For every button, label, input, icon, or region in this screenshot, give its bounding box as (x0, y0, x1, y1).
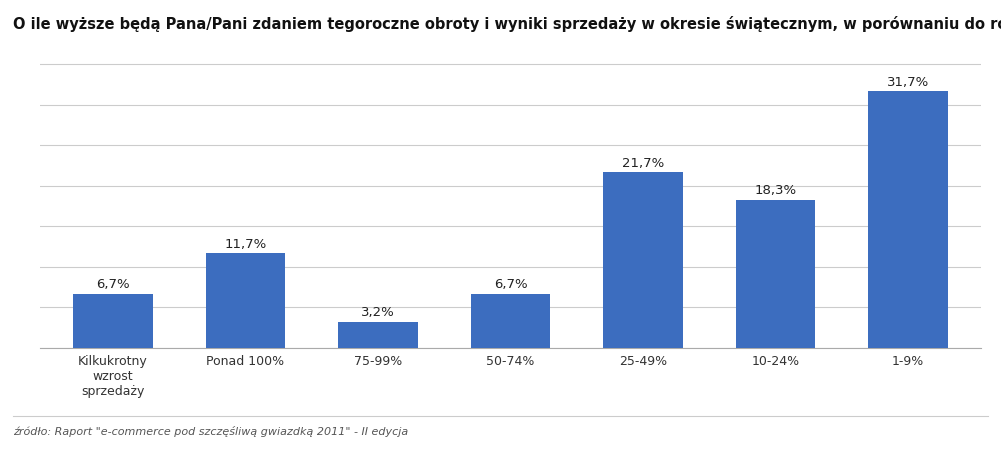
Bar (338, 322, 417, 348)
Text: 11,7%: 11,7% (224, 238, 266, 251)
Text: 18,3%: 18,3% (755, 184, 797, 197)
Text: źródło: Raport "e-commerce pod szczęśliwą gwiazdką 2011" - II edycja: źródło: Raport "e-commerce pod szczęśliw… (13, 426, 408, 437)
Bar (205, 253, 285, 348)
Bar (73, 294, 153, 348)
Text: 3,2%: 3,2% (361, 306, 394, 320)
Bar (604, 172, 683, 348)
Text: O ile wyższe będą Pana/Pani zdaniem tegoroczne obroty i wyniki sprzedaży w okres: O ile wyższe będą Pana/Pani zdaniem tego… (13, 16, 1001, 32)
Text: 6,7%: 6,7% (493, 278, 528, 291)
Bar (470, 294, 551, 348)
Text: 21,7%: 21,7% (622, 157, 664, 170)
Text: 31,7%: 31,7% (887, 76, 929, 89)
Bar (868, 91, 948, 348)
Bar (736, 200, 816, 348)
Text: 6,7%: 6,7% (96, 278, 130, 291)
